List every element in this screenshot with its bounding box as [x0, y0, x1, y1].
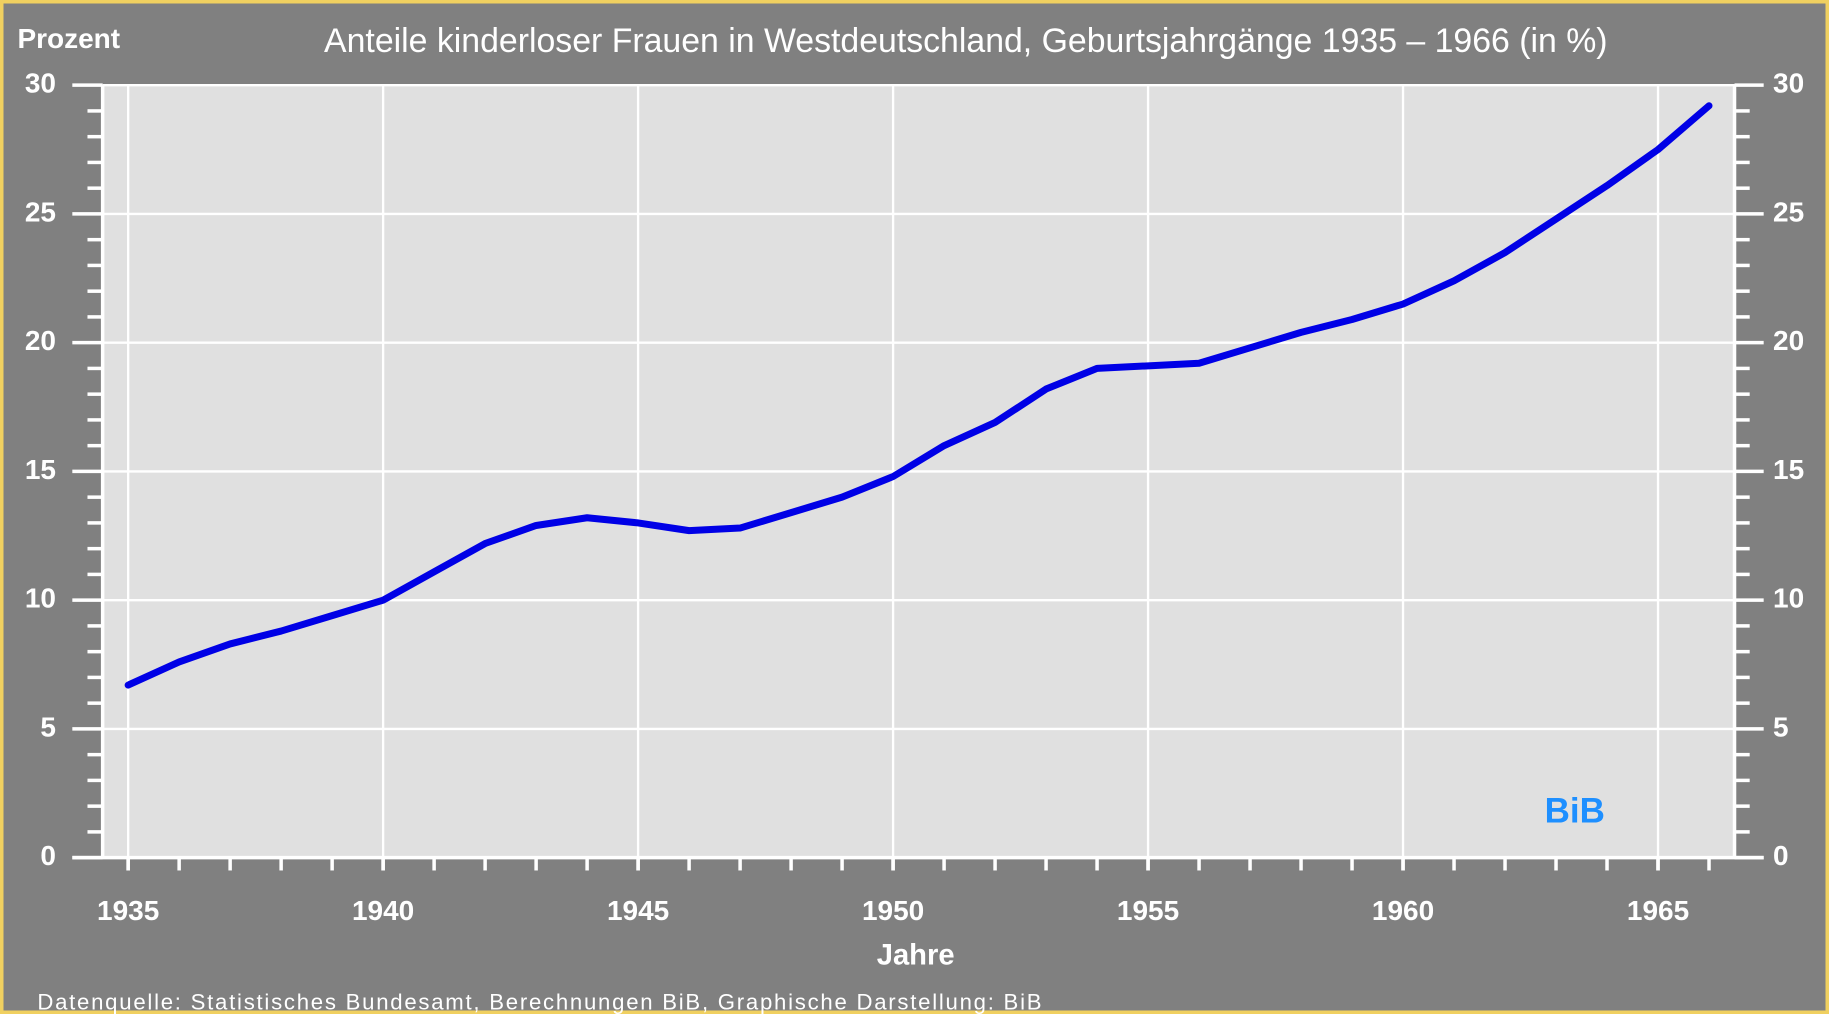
x-tick-label: 1950 [862, 895, 924, 926]
y-tick-label: 0 [1773, 840, 1789, 871]
y-tick-label: 20 [25, 325, 56, 356]
source-note: Datenquelle: Statistisches Bundesamt, Be… [37, 989, 1043, 1014]
y-tick-label: 0 [40, 840, 56, 871]
y-tick-label: 10 [25, 583, 56, 614]
y-tick-label: 20 [1773, 325, 1804, 356]
x-tick-label: 1940 [352, 895, 414, 926]
y-tick-label: 30 [25, 68, 56, 99]
chart-title: Anteile kinderloser Frauen in Westdeutsc… [324, 22, 1608, 60]
y-tick-label: 30 [1773, 68, 1804, 99]
y-tick-label: 5 [1773, 711, 1789, 742]
y-tick-label: 15 [25, 454, 56, 485]
x-tick-label: 1955 [1117, 895, 1179, 926]
x-tick-label: 1935 [97, 895, 159, 926]
data-line [124, 102, 1713, 689]
x-tick-label: 1960 [1372, 895, 1434, 926]
y-axis-label: Prozent [17, 23, 120, 54]
y-tick-label: 15 [1773, 454, 1804, 485]
x-tick-label: 1965 [1627, 895, 1689, 926]
y-tick-label: 10 [1773, 583, 1804, 614]
x-tick-label: 1945 [607, 895, 669, 926]
logo: BiB [1545, 792, 1605, 831]
y-tick-label: 25 [1773, 196, 1804, 227]
x-axis-label: Jahre [877, 940, 955, 972]
y-tick-label: 5 [40, 711, 56, 742]
y-tick-label: 25 [25, 196, 56, 227]
